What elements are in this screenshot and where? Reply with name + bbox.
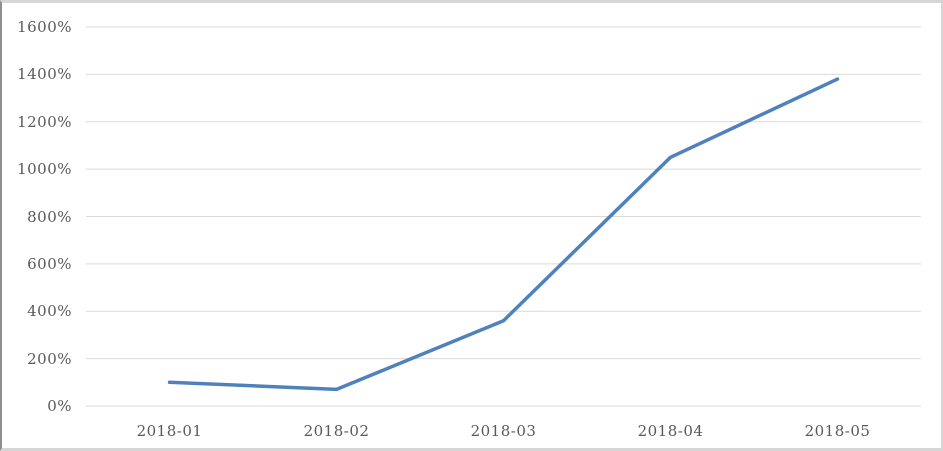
y-axis-tick-label: 1200%: [17, 112, 72, 131]
x-axis-tick-label: 2018-05: [804, 422, 871, 440]
y-axis-tick-label: 200%: [27, 349, 72, 368]
x-axis-tick-label: 2018-01: [136, 422, 203, 440]
data-series-line: [167, 77, 840, 392]
y-axis-tick-label: 400%: [27, 302, 72, 321]
y-axis-tick-label: 600%: [27, 254, 72, 273]
y-axis-tick-label: 1600%: [17, 18, 72, 36]
x-axis-tick-label: 2018-02: [303, 422, 370, 440]
line-chart-plot-area: [86, 26, 921, 407]
y-axis-tick-label: 1000%: [17, 160, 72, 179]
y-axis-tick-label: 800%: [27, 207, 72, 226]
y-axis-tick-label: 1400%: [17, 65, 72, 84]
x-axis-tick-label: 2018-03: [470, 422, 537, 440]
y-axis-tick-label: 0%: [47, 397, 72, 415]
x-axis-tick-label: 2018-04: [637, 422, 704, 440]
